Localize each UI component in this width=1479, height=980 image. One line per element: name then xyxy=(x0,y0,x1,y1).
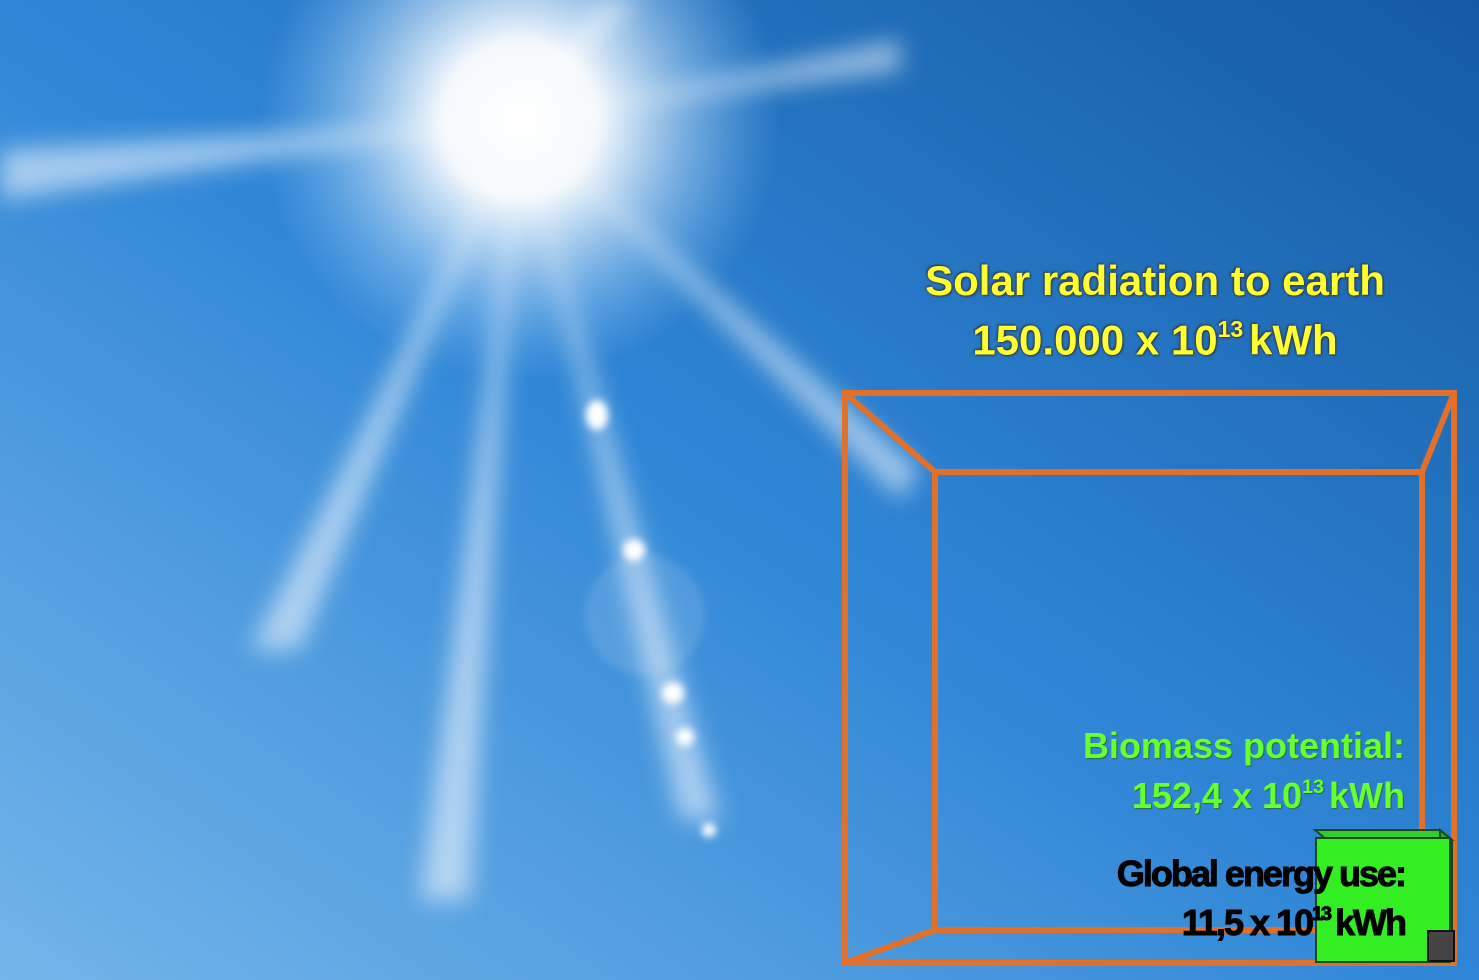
value: 152,4 x 10 xyxy=(1132,775,1302,816)
unit: kWh xyxy=(1329,775,1405,816)
global-energy-cube xyxy=(1428,931,1454,961)
solar-title: Solar radiation to earth xyxy=(855,260,1455,302)
biomass-title: Biomass potential: xyxy=(1083,728,1405,764)
background xyxy=(0,0,1479,980)
unit: kWh xyxy=(1249,316,1338,363)
value: 150.000 x 10 xyxy=(972,316,1217,363)
unit: kWh xyxy=(1335,902,1405,943)
slide: Solar radiation to earth 150.000 x 1013k… xyxy=(0,0,1479,980)
exponent: 13 xyxy=(1218,316,1244,342)
exponent: 13 xyxy=(1312,903,1330,925)
value: 11,5 x 10 xyxy=(1182,902,1312,943)
global-title: Global energy use: xyxy=(1117,856,1405,892)
exponent: 13 xyxy=(1302,776,1324,798)
